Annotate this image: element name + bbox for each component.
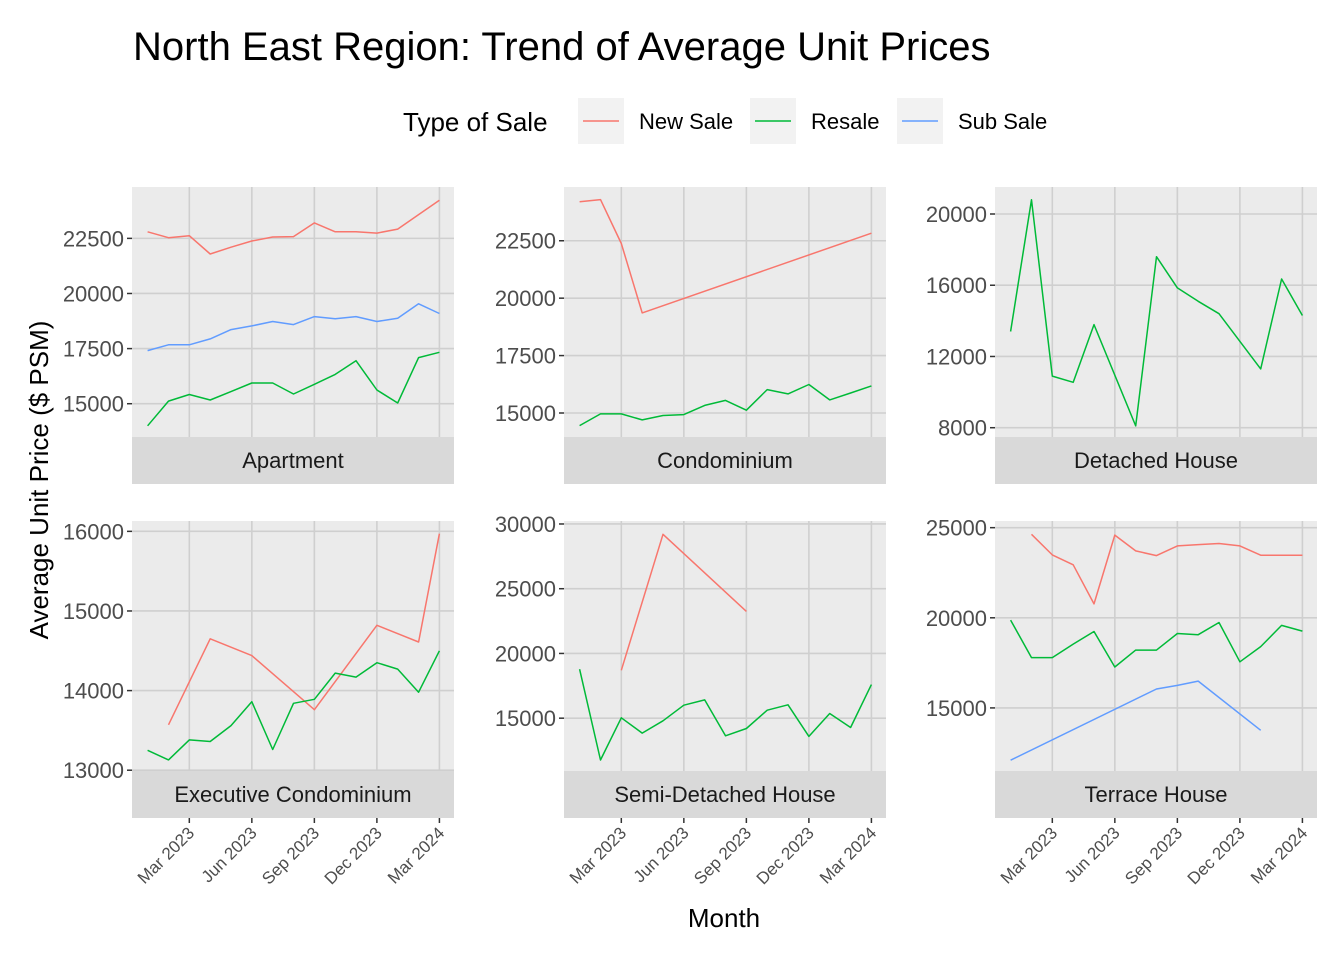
legend-item: Sub Sale xyxy=(897,98,1047,144)
panel-background xyxy=(995,521,1317,771)
x-tick-label: Mar 2024 xyxy=(384,823,448,887)
facet-panel: 15000 17500 20000 22500 Apartment xyxy=(63,187,454,484)
legend-label: Sub Sale xyxy=(958,109,1047,134)
y-tick-label: 22500 xyxy=(63,226,124,251)
y-axis-title: Average Unit Price ($ PSM) xyxy=(24,321,54,640)
y-tick-label: 15000 xyxy=(495,706,556,731)
legend-item: Resale xyxy=(750,98,879,144)
facet-strip xyxy=(995,771,1317,818)
y-tick-label: 25000 xyxy=(495,577,556,602)
facet-strip xyxy=(132,771,454,818)
y-tick-label: 16000 xyxy=(926,273,987,298)
facet-label: Apartment xyxy=(242,448,344,473)
x-tick-label: Dec 2023 xyxy=(753,823,818,888)
x-axis-title: Month xyxy=(688,903,760,933)
y-tick-label: 20000 xyxy=(495,641,556,666)
series-line-new-sale xyxy=(579,198,872,314)
facet-label: Terrace House xyxy=(1084,782,1227,807)
panel-background xyxy=(995,187,1317,437)
series-line-resale xyxy=(147,650,441,761)
x-tick-label: Mar 2024 xyxy=(1247,823,1311,887)
y-tick-label: 15000 xyxy=(495,401,556,426)
y-tick-label: 13000 xyxy=(63,758,124,783)
chart-title: North East Region: Trend of Average Unit… xyxy=(133,25,990,69)
facet-panel: 8000 12000 16000 20000 Detached House xyxy=(926,187,1317,484)
legend-item: New Sale xyxy=(578,98,733,144)
y-tick-label: 12000 xyxy=(926,344,987,369)
series-line-resale xyxy=(1009,619,1303,668)
panel-background xyxy=(132,521,454,771)
series-line-new-sale xyxy=(1030,533,1303,605)
y-tick-label: 17500 xyxy=(63,337,124,362)
facet-label: Executive Condominium xyxy=(174,782,411,807)
x-tick-label: Jun 2023 xyxy=(630,823,693,886)
series-line-resale xyxy=(578,669,873,761)
facet-panel: 13000 14000 15000 16000 Executive Condominiu… xyxy=(63,519,454,888)
y-tick-label: 15000 xyxy=(63,392,124,417)
y-tick-label: 20000 xyxy=(926,202,987,227)
series-line-new-sale xyxy=(167,533,441,726)
facet-strip xyxy=(564,771,886,818)
x-tick-label: Mar 2023 xyxy=(134,823,198,887)
legend-label: New Sale xyxy=(639,109,733,134)
facet-panel: 15000 17500 20000 22500 Condominium xyxy=(495,187,886,484)
y-tick-label: 14000 xyxy=(63,679,124,704)
x-tick-label: Sep 2023 xyxy=(1121,823,1186,888)
series-line-new-sale xyxy=(620,533,747,671)
panel-background xyxy=(564,521,886,771)
y-tick-label: 8000 xyxy=(938,416,987,441)
series-line-resale xyxy=(147,351,440,427)
facet-label: Semi-Detached House xyxy=(614,782,835,807)
x-tick-label: Mar 2023 xyxy=(566,823,630,887)
facet-strip xyxy=(132,437,454,484)
x-tick-label: Sep 2023 xyxy=(258,823,323,888)
panel-background xyxy=(564,187,886,437)
y-tick-label: 15000 xyxy=(926,696,987,721)
facet-label: Detached House xyxy=(1074,448,1238,473)
series-line-resale xyxy=(579,383,872,427)
x-tick-label: Mar 2024 xyxy=(816,823,880,887)
y-tick-label: 15000 xyxy=(63,599,124,624)
y-tick-label: 20000 xyxy=(926,606,987,631)
legend: Type of Sale New Sale Resale Sub Sale xyxy=(403,98,1047,144)
legend-label: Resale xyxy=(811,109,879,134)
y-tick-label: 30000 xyxy=(495,512,556,537)
x-tick-label: Jun 2023 xyxy=(1061,823,1124,886)
y-tick-label: 25000 xyxy=(926,516,987,541)
legend-title: Type of Sale xyxy=(403,107,548,137)
y-tick-label: 20000 xyxy=(63,281,124,306)
series-line-sub-sale xyxy=(1010,680,1262,761)
x-tick-label: Jun 2023 xyxy=(198,823,261,886)
facet-strip xyxy=(995,437,1317,484)
x-tick-label: Mar 2023 xyxy=(997,823,1061,887)
facet-panel: 15000 20000 25000 30000 Semi-Detached House M… xyxy=(495,512,886,888)
series-line-new-sale xyxy=(147,199,440,255)
x-tick-label: Dec 2023 xyxy=(321,823,386,888)
series-line-resale xyxy=(1009,199,1304,427)
facet-strip xyxy=(564,437,886,484)
x-tick-label: Sep 2023 xyxy=(690,823,755,888)
x-tick-label: Dec 2023 xyxy=(1184,823,1249,888)
y-tick-label: 16000 xyxy=(63,519,124,544)
y-tick-label: 20000 xyxy=(495,286,556,311)
series-line-sub-sale xyxy=(147,303,440,352)
y-tick-label: 22500 xyxy=(495,229,556,254)
facet-label: Condominium xyxy=(657,448,793,473)
y-tick-label: 17500 xyxy=(495,344,556,369)
facet-panel: 15000 20000 25000 Terrace House Mar 2023 Jun … xyxy=(926,516,1317,888)
